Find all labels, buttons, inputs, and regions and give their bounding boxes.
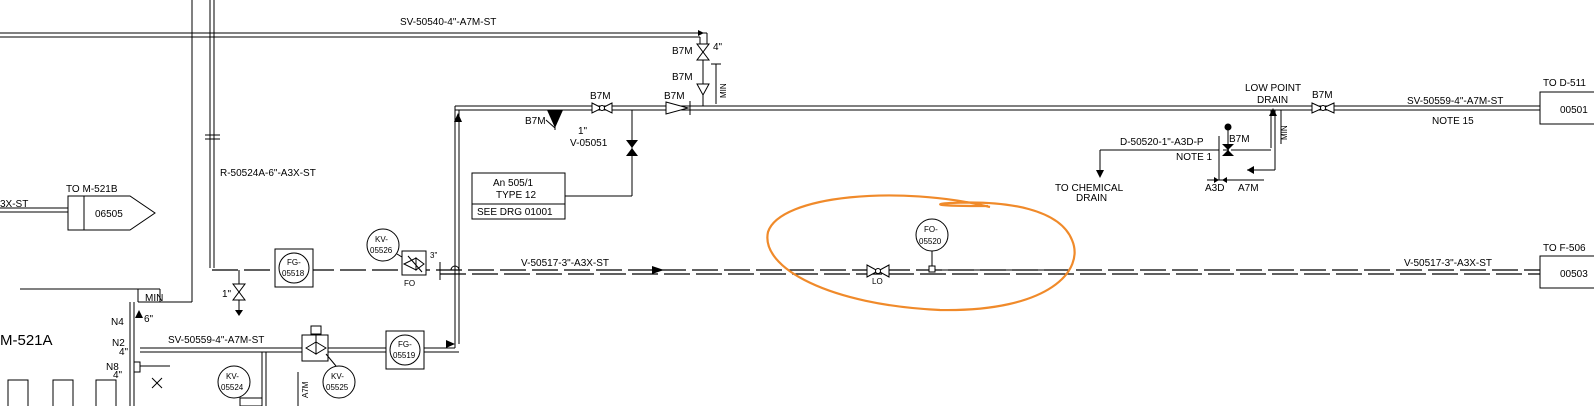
- to-f506-ref: 00503: [1560, 269, 1588, 280]
- fo-05520-tag: FO-: [924, 225, 938, 234]
- v-05051-branch: B7M 1" V-05051: [525, 110, 638, 197]
- fg-05518-tag: FG-: [287, 258, 301, 267]
- b7m-label-3: B7M: [590, 91, 611, 102]
- note-box-line1: An 505/1: [493, 178, 533, 189]
- line-label-v-50517-left: V-50517-3"-A3X-ST: [521, 258, 609, 269]
- kv-05524-tag: KV-: [226, 372, 239, 381]
- b7m-label-2: B7M: [672, 72, 693, 83]
- line-label-sv-50559-bottom: SV-50559-4"-A7M-ST: [168, 335, 264, 346]
- kv-05526-num: 05526: [370, 246, 393, 255]
- offpage-to-d511: TO D-511 00501: [1539, 78, 1594, 125]
- b7m-label-5: B7M: [525, 116, 546, 127]
- size-1-label-left: 1": [222, 289, 232, 300]
- to-chemical-label-1: TO CHEMICAL: [1055, 183, 1124, 194]
- nozzle-n8: N8: [106, 362, 119, 373]
- line-label-r-50524a: R-50524A-6"-A3X-ST: [220, 168, 316, 179]
- kv-05525-tag: KV-: [331, 372, 344, 381]
- size-4-label: 4": [713, 42, 723, 53]
- equipment-m-521a: N4 6" N2 4" N8 4" M-521A: [0, 302, 170, 406]
- to-d511-ref: 00501: [1560, 105, 1588, 116]
- line-label-3x-st: 3X-ST: [0, 199, 28, 210]
- nozzle-n2: N2: [112, 338, 125, 349]
- size-4-label-n2: 4": [119, 347, 129, 358]
- control-valve-kv-05526: KV- 05526 3" FO: [366, 228, 441, 288]
- line-label-v-50517-right: V-50517-3"-A3X-ST: [1404, 258, 1492, 269]
- lo-valve: LO FO- 05520: [866, 218, 949, 286]
- to-d511-label: TO D-511: [1543, 78, 1586, 89]
- note-1: NOTE 1: [1176, 152, 1213, 163]
- low-point-drain: LOW POINT DRAIN MIN B7M D-50520-1"-A3D-P…: [1055, 83, 1335, 204]
- instrument-fo-05520: [915, 218, 949, 252]
- markup-circle: [766, 194, 1076, 312]
- min-label-drain: MIN: [1280, 125, 1289, 140]
- instrument-fg-05518: FG- 05518: [274, 248, 314, 288]
- offpage-to-f506: TO F-506 00503: [1539, 243, 1594, 289]
- min-label-vent: MIN: [719, 83, 728, 98]
- size-6-label: 6": [144, 314, 154, 325]
- low-point-label-2: DRAIN: [1257, 95, 1288, 106]
- to-m521b-label: TO M-521B: [66, 184, 118, 195]
- fo-05520-num: 05520: [919, 237, 942, 246]
- size-1-label: 1": [578, 126, 588, 137]
- note-15: NOTE 15: [1432, 116, 1474, 127]
- fg-05519-tag: FG-: [398, 340, 412, 349]
- vent-branch: B7M 4" B7M MIN B7M B7M: [590, 42, 728, 115]
- line-label-sv-50540: SV-50540-4"-A7M-ST: [400, 17, 496, 28]
- kv-05525-num: 05525: [326, 383, 349, 392]
- lo-label: LO: [872, 277, 883, 286]
- b7m-label-1: B7M: [672, 46, 693, 57]
- size-3-label: 3": [430, 251, 437, 260]
- line-sv-50559-top: SV-50559-4"-A7M-ST NOTE 15: [454, 96, 1540, 348]
- instrument-fg-05519: FG- 05519: [385, 330, 425, 370]
- fg-05519-num: 05519: [393, 351, 416, 360]
- nozzle-n4: N4: [111, 317, 124, 328]
- drain-valve-left: 1": [222, 270, 246, 316]
- a3d-label: A3D: [1205, 183, 1224, 194]
- offpage-to-m521b: 3X-ST TO M-521B 06505: [0, 184, 156, 231]
- low-point-label-1: LOW POINT: [1245, 83, 1301, 94]
- equipment-tag-m521a: M-521A: [0, 332, 53, 349]
- to-chemical-label-2: DRAIN: [1076, 193, 1107, 204]
- note-box-line2: TYPE 12: [496, 190, 536, 201]
- b7m-label-4: B7M: [664, 91, 685, 102]
- line-label-d-50520: D-50520-1"-A3D-P: [1120, 137, 1204, 148]
- valve-tag-v05051: V-05051: [570, 138, 608, 149]
- note-box: An 505/1 TYPE 12 SEE DRG 01001: [471, 172, 566, 220]
- kv-05524-num: 05524: [221, 383, 244, 392]
- to-m521b-ref: 06505: [95, 209, 123, 220]
- control-valve-bottom: KV- 05525 KV- 05524 A7M: [217, 325, 356, 406]
- a7m-label-bottom: A7M: [301, 381, 310, 398]
- fo-label: FO: [404, 279, 415, 288]
- kv-05526-tag: KV-: [375, 235, 388, 244]
- min-label-left: MIN: [145, 293, 163, 304]
- left-vertical-pipes: MIN R-50524A-6"-A3X-ST: [20, 0, 316, 304]
- line-label-sv-50559-top: SV-50559-4"-A7M-ST: [1407, 96, 1503, 107]
- a7m-label-drain: A7M: [1238, 183, 1259, 194]
- fg-05518-num: 05518: [282, 269, 305, 278]
- b7m-label-header-right: B7M: [1312, 90, 1333, 101]
- to-f506-label: TO F-506: [1543, 243, 1586, 254]
- note-box-line3: SEE DRG 01001: [477, 207, 553, 218]
- line-sv-50540: SV-50540-4"-A7M-ST: [0, 17, 708, 44]
- size-4-label-n8: 4": [113, 370, 123, 381]
- b7m-label-drain: B7M: [1229, 134, 1250, 145]
